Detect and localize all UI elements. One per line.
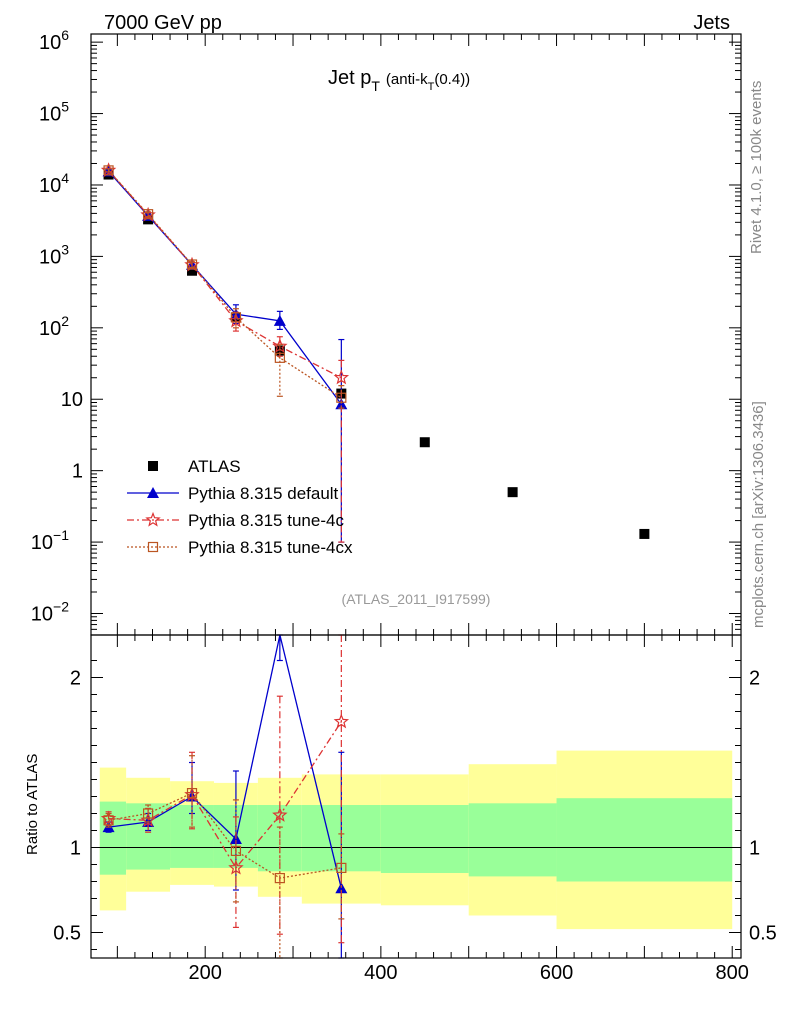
main-point-data [187,265,198,276]
ratio-point-tune4cx [186,787,198,799]
y-tick-exp: −2 [53,599,69,615]
title-paren-end: (0.4)) [434,71,470,88]
ratio-point-tune4cx [274,872,285,884]
y-tick-exp: 4 [61,170,69,186]
y-tick-label: 104 [39,170,69,197]
ratio-y-tick-label: 0.5 [53,923,81,945]
ratio-point-tune4c [272,807,288,822]
y-tick-base: 10 [39,318,61,340]
header-left: 7000 GeV pp [104,12,222,34]
y-tick-base: 10 [61,389,83,411]
y-tick-label: 10−2 [31,599,69,626]
ratio-band-inner [99,801,127,875]
legend-label-default: Pythia 8.315 default [188,484,339,503]
ratio-line-default [108,634,342,889]
main-point-tune4cx [274,352,285,363]
ratio-band-inner [380,805,469,873]
main-point-tune4cx [103,165,114,176]
y-tick-base: 1 [72,461,83,483]
ratio-point-tune4cx [142,808,154,819]
y-tick-label: 10−1 [31,527,69,554]
main-point-default [335,398,348,410]
y-tick-base: 10 [31,604,53,626]
y-tick-exp: 3 [61,241,69,257]
y-tick-exp: 2 [61,313,69,329]
ratio-point-tune4c [228,859,244,875]
y-tick-base: 10 [39,32,61,54]
title-paren-sub: T [428,81,435,93]
x-tick-label: 400 [364,962,397,984]
main-point-tune4cx [336,392,347,403]
x-tick-label: 200 [189,962,222,984]
header-right: Jets [693,12,730,34]
ratio-band-inner [556,798,733,882]
legend-marker-data [148,461,158,471]
ratio-point-tune4c [333,713,350,729]
main-point-tune4cx [142,209,154,220]
y-tick-label: 105 [39,99,69,126]
legend-marker-tune4c [145,511,161,527]
title-paren: (anti-k [386,71,428,88]
legend-marker-tune4cx [147,541,159,553]
ratio-y-tick-label-right: 1 [749,838,760,860]
y-tick-exp: 6 [61,27,69,43]
y-tick-exp: −1 [53,527,69,543]
y-tick-base: 10 [39,175,61,197]
y-tick-base: 10 [39,104,61,126]
y-tick-base: 10 [31,532,53,554]
main-point-tune4cx [230,312,242,323]
ratio-line-tune4cx [108,792,342,879]
main-point-data [507,487,518,498]
mcplots-label: mcplots.cern.ch [arXiv:1306.3436] [750,401,767,628]
legend-marker-default [147,487,159,498]
main-point-default [273,314,286,326]
ratio-ylabel: Ratio to ATLAS [24,754,41,855]
y-tick-label: 103 [39,241,69,268]
y-tick-base: 10 [39,246,61,268]
legend-label-data: ATLAS [188,457,241,476]
ratio-band-inner [468,803,557,877]
title-sub: T [371,78,380,94]
main-line-default [108,170,342,405]
ratio-y-tick-label: 1 [70,838,81,860]
main-point-data [639,528,650,539]
ratio-y-tick-label-right: 2 [749,668,760,690]
ratio-y-tick-label: 2 [70,668,81,690]
main-point-tune4c [333,369,350,385]
plot-title: Jet pT (anti-kT(0.4)) [328,67,470,94]
ratio-point-tune4cx [336,862,347,874]
legend-label-tune4cx: Pythia 8.315 tune-4cx [188,538,353,557]
ratio-y-tick-label-right: 0.5 [749,923,777,945]
title-main: Jet p [328,67,371,89]
y-tick-label: 102 [39,313,69,340]
x-tick-label: 800 [716,962,749,984]
main-point-tune4cx [186,259,198,270]
ratio-point-tune4cx [230,845,242,857]
rivet-label: Rivet 4.1.0, ≥ 100k events [748,81,765,254]
y-tick-label: 1 [72,461,83,483]
ratio-point-tune4cx [103,815,114,826]
analysis-id: (ATLAS_2011_I917599) [342,591,491,607]
legend: ATLAS Pythia 8.315 default Pythia 8.315 tu… [127,457,353,557]
x-tick-label: 600 [540,962,573,984]
y-tick-label: 106 [39,27,69,54]
y-tick-label: 10 [61,389,83,411]
main-point-data [419,437,430,448]
main-line-tune4cx [108,169,342,399]
legend-label-tune4c: Pythia 8.315 tune-4c [188,511,344,530]
y-tick-exp: 5 [61,99,69,115]
ratio-line-tune4c [108,721,342,870]
main-line-tune4c [108,169,342,379]
